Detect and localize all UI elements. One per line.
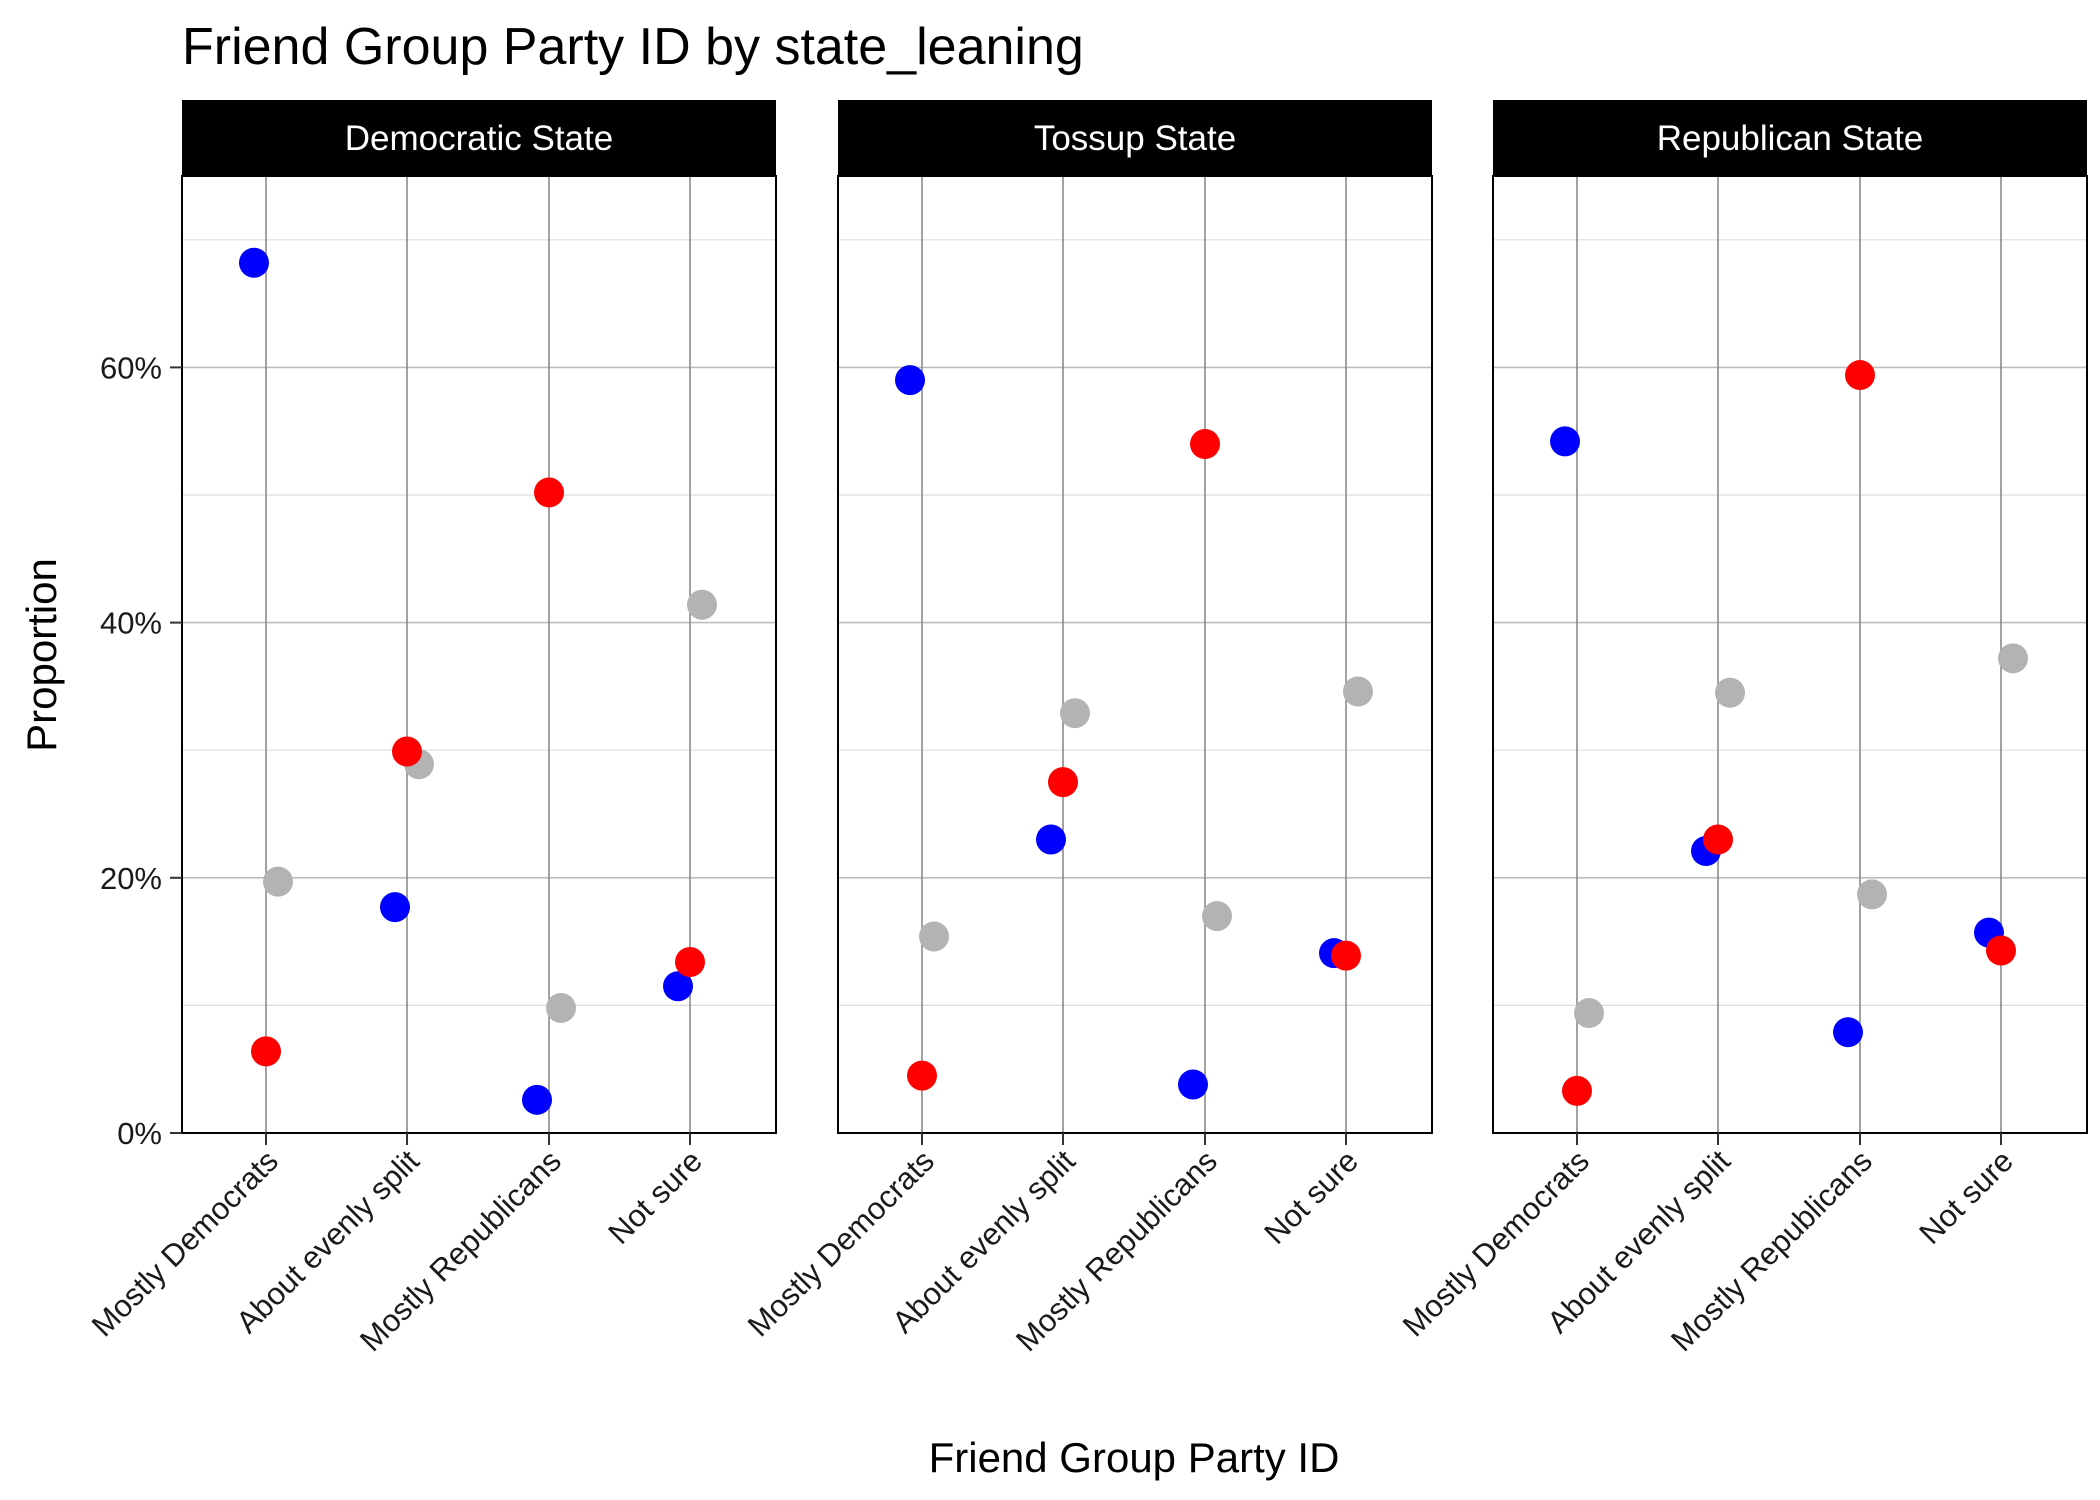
data-point-republican-state-mostly-democrats	[1562, 1075, 1592, 1106]
data-point-republican-state-about-evenly-split	[1703, 824, 1733, 855]
panel-background	[1493, 176, 2087, 1133]
data-point-democratic-state-about-evenly-split	[380, 892, 410, 923]
data-point-democratic-state-not-sure	[663, 971, 693, 1002]
x-tick-label: Not sure	[1912, 1143, 2020, 1251]
x-tick-label: Not sure	[1257, 1143, 1365, 1251]
data-point-tossup-state-not-sure	[1343, 676, 1373, 707]
data-point-democratic-state-mostly-democrats	[239, 247, 269, 278]
data-point-democratic-state-about-evenly-split	[392, 736, 422, 767]
data-point-republican-state-mostly-republicans	[1845, 360, 1875, 391]
data-point-republican-state-mostly-republicans	[1857, 879, 1887, 910]
facet-strip	[1493, 100, 2087, 176]
data-point-democratic-state-mostly-republicans	[522, 1084, 552, 1115]
chart-title: Friend Group Party ID by state_leaning	[182, 18, 1084, 76]
data-point-democratic-state-mostly-democrats	[263, 866, 293, 897]
data-point-democratic-state-not-sure	[675, 947, 705, 978]
y-tick-label: 60%	[100, 350, 162, 385]
facet-strip	[182, 100, 776, 176]
data-point-republican-state-mostly-democrats	[1574, 998, 1604, 1029]
x-tick-label: Not sure	[601, 1143, 709, 1251]
data-point-democratic-state-mostly-democrats	[251, 1036, 281, 1067]
data-point-tossup-state-mostly-democrats	[907, 1060, 937, 1091]
data-point-democratic-state-mostly-republicans	[546, 992, 576, 1023]
data-point-tossup-state-mostly-democrats	[895, 365, 925, 396]
panel-background	[838, 176, 1432, 1133]
facet-strip-label: Republican State	[1657, 119, 1924, 158]
y-tick-label: 40%	[100, 606, 162, 641]
y-tick-label: 20%	[100, 861, 162, 896]
data-point-republican-state-not-sure	[1986, 935, 2016, 966]
data-point-republican-state-not-sure	[1998, 643, 2028, 674]
data-point-tossup-state-mostly-republicans	[1190, 428, 1220, 459]
data-point-republican-state-about-evenly-split	[1715, 677, 1745, 708]
data-point-tossup-state-about-evenly-split	[1060, 698, 1090, 729]
facet-strip	[838, 100, 1432, 176]
y-axis: 0% 20% 40% 60%	[100, 350, 182, 1151]
data-point-tossup-state-about-evenly-split	[1048, 767, 1078, 798]
data-point-tossup-state-not-sure	[1331, 940, 1361, 971]
data-point-democratic-state-not-sure	[687, 589, 717, 620]
data-point-tossup-state-about-evenly-split	[1036, 824, 1066, 855]
data-point-democratic-state-mostly-republicans	[534, 477, 564, 508]
x-axis-label: Friend Group Party ID	[929, 1434, 1340, 1481]
data-point-tossup-state-mostly-republicans	[1178, 1069, 1208, 1100]
facet-strip-label: Democratic State	[345, 119, 613, 158]
data-point-tossup-state-mostly-republicans	[1202, 901, 1232, 932]
y-axis-label: Proportion	[18, 558, 65, 752]
data-point-tossup-state-mostly-democrats	[919, 921, 949, 952]
y-tick-label: 0%	[117, 1116, 162, 1151]
data-point-republican-state-mostly-republicans	[1833, 1017, 1863, 1048]
facet-strip-label: Tossup State	[1034, 119, 1236, 158]
data-point-republican-state-mostly-democrats	[1550, 426, 1580, 457]
